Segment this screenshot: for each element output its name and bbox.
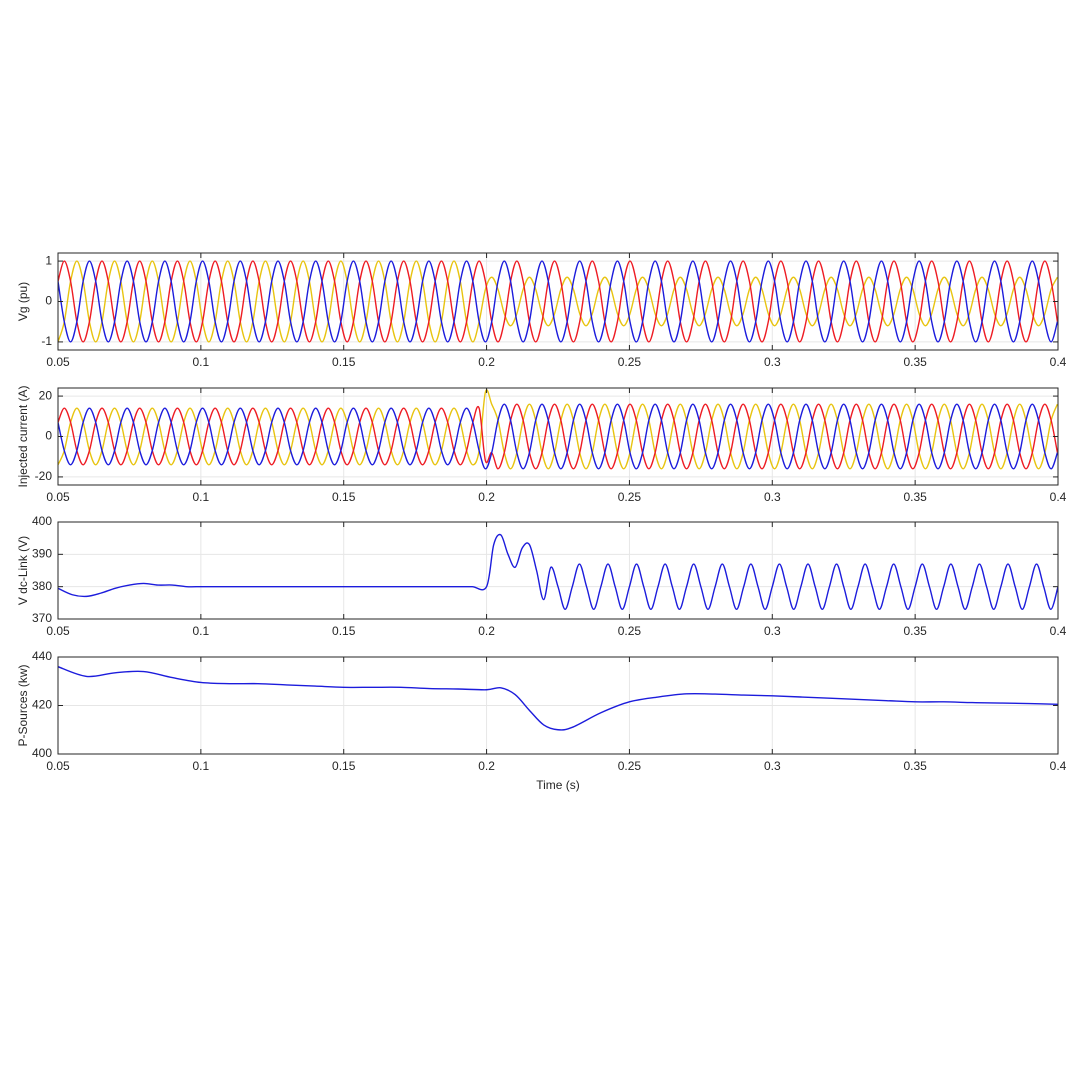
x-tick-label: 0.3 <box>764 490 781 504</box>
plot-lines <box>58 389 1058 470</box>
y-axis-label: Vg (pu) <box>16 282 30 321</box>
series-line <box>58 260 1058 343</box>
y-tick-label: -1 <box>41 334 52 348</box>
y-tick-label: 0 <box>45 429 52 443</box>
series-line <box>58 260 1058 343</box>
x-tick-label: 0.35 <box>903 624 927 638</box>
x-tick-label: 0.35 <box>903 490 927 504</box>
axes-box <box>57 521 1059 620</box>
x-axis-label: Time (s) <box>536 778 580 792</box>
x-tick-label: 0.25 <box>618 759 642 773</box>
x-tick-label: 0.1 <box>193 355 210 369</box>
y-tick-label: 440 <box>32 649 52 663</box>
x-tick-label: 0.1 <box>193 759 210 773</box>
x-tick-label: 0.3 <box>764 624 781 638</box>
x-tick-label: 0.25 <box>618 624 642 638</box>
y-tick-label: 20 <box>39 388 53 402</box>
x-tick-label: 0.4 <box>1050 490 1067 504</box>
y-axis-label: P-Sources (kw) <box>16 664 30 746</box>
y-axis-label: Injected current (A) <box>16 385 30 487</box>
series-line <box>58 389 1058 470</box>
x-tick-label: 0.25 <box>618 355 642 369</box>
x-tick-label: 0.2 <box>478 355 495 369</box>
x-tick-label: 0.05 <box>46 490 70 504</box>
plot-lines <box>58 260 1058 343</box>
x-tick-label: 0.25 <box>618 490 642 504</box>
series-line <box>58 666 1058 731</box>
x-tick-label: 0.2 <box>478 624 495 638</box>
y-tick-label: 0 <box>45 294 52 308</box>
x-tick-label: 0.3 <box>764 355 781 369</box>
x-tick-label: 0.2 <box>478 490 495 504</box>
x-tick-label: 0.15 <box>332 759 356 773</box>
x-tick-label: 0.3 <box>764 759 781 773</box>
x-tick-label: 0.05 <box>46 624 70 638</box>
y-tick-label: 400 <box>32 514 52 528</box>
y-tick-label: 420 <box>32 698 52 712</box>
x-tick-label: 0.4 <box>1050 355 1067 369</box>
y-tick-label: 380 <box>32 579 52 593</box>
x-tick-label: 0.4 <box>1050 624 1067 638</box>
x-tick-label: 0.1 <box>193 624 210 638</box>
y-tick-label: 390 <box>32 547 52 561</box>
x-tick-label: 0.05 <box>46 759 70 773</box>
x-tick-label: 0.1 <box>193 490 210 504</box>
plot-lines <box>58 666 1058 731</box>
x-tick-label: 0.35 <box>903 355 927 369</box>
plot-lines <box>58 533 1058 610</box>
x-tick-label: 0.2 <box>478 759 495 773</box>
series-line <box>58 260 1058 343</box>
y-tick-label: 400 <box>32 746 52 760</box>
y-tick-label: 1 <box>45 253 52 267</box>
y-axis-label: V dc-Link (V) <box>16 536 30 605</box>
series-line <box>58 533 1058 610</box>
x-tick-label: 0.35 <box>903 759 927 773</box>
x-tick-label: 0.15 <box>332 355 356 369</box>
y-tick-label: 370 <box>32 611 52 625</box>
y-tick-label: -20 <box>35 469 53 483</box>
x-tick-label: 0.05 <box>46 355 70 369</box>
x-tick-label: 0.4 <box>1050 759 1067 773</box>
series-line <box>58 403 1058 470</box>
series-line <box>58 403 1058 470</box>
x-tick-label: 0.15 <box>332 624 356 638</box>
x-tick-label: 0.15 <box>332 490 356 504</box>
